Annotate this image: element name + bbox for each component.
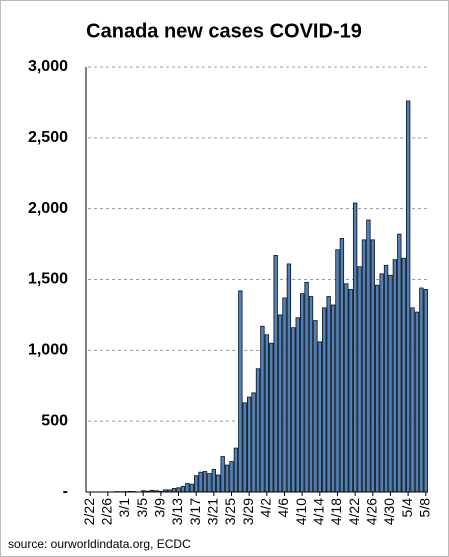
bar	[392, 259, 398, 493]
bar	[224, 464, 230, 493]
y-tick-label: -	[63, 483, 68, 500]
bar	[322, 307, 327, 493]
bar	[238, 290, 243, 493]
x-tick-label: 5/8	[416, 498, 432, 518]
bar	[282, 297, 287, 493]
x-tick-label: 3/13	[169, 498, 185, 525]
x-tick-label: 5/4	[399, 498, 415, 518]
bar	[348, 289, 353, 493]
bar	[273, 255, 278, 493]
bar	[375, 284, 380, 493]
bar	[339, 238, 345, 493]
bar	[202, 471, 208, 493]
bar	[361, 239, 367, 493]
bar	[401, 257, 406, 493]
bar	[176, 487, 181, 493]
bar	[216, 474, 221, 493]
x-tick-label: 3/9	[152, 498, 168, 518]
bar	[211, 468, 217, 493]
bar	[171, 488, 177, 493]
bar	[207, 473, 212, 493]
bar	[335, 249, 340, 493]
y-tick-label: 2,000	[28, 200, 68, 217]
bar	[269, 342, 274, 493]
bar	[313, 320, 318, 493]
x-tick-label: 4/22	[346, 498, 362, 525]
x-tick-label: 4/10	[293, 498, 309, 525]
bar	[414, 311, 420, 493]
bar	[229, 461, 234, 493]
bar	[405, 100, 411, 493]
bar	[220, 456, 225, 493]
bar	[330, 304, 336, 493]
x-tick-label: 3/21	[205, 498, 221, 525]
bar	[410, 307, 415, 493]
bar	[388, 274, 393, 493]
x-tick-label: 4/26	[364, 498, 380, 525]
x-tick-label: 3/5	[134, 498, 150, 518]
bar	[233, 447, 239, 493]
bar	[419, 287, 424, 493]
x-tick-label: 3/1	[116, 498, 132, 518]
y-tick-label: 2,500	[28, 129, 68, 146]
source-note: source: ourworldindata.org, ECDC	[8, 537, 191, 551]
y-tick-label: 500	[41, 412, 68, 429]
x-tick-label: 3/29	[240, 498, 256, 525]
bar	[189, 483, 194, 493]
bar	[291, 327, 296, 493]
bar	[185, 483, 190, 493]
bar	[383, 264, 389, 493]
bar	[423, 289, 428, 493]
x-tick-label: 2/22	[81, 498, 97, 525]
bar	[198, 471, 203, 493]
x-tick-label: 4/2	[258, 498, 274, 518]
bar	[264, 334, 269, 493]
bar	[242, 402, 247, 493]
bar	[180, 485, 186, 493]
bar	[247, 396, 252, 493]
bar	[317, 341, 322, 493]
bar	[308, 296, 314, 493]
bar	[357, 266, 362, 493]
x-tick-label: 4/18	[328, 498, 344, 525]
bar	[344, 283, 349, 493]
bar	[397, 233, 402, 493]
y-tick-label: 1,000	[28, 342, 68, 359]
x-tick-label: 4/14	[311, 498, 327, 525]
bar	[370, 239, 375, 493]
bar	[295, 317, 300, 493]
x-tick-label: 4/30	[381, 498, 397, 525]
bar	[260, 325, 265, 493]
bar	[299, 293, 305, 493]
chart-title: Canada new cases COVID-19	[86, 20, 362, 42]
bar	[286, 263, 292, 493]
bar	[326, 296, 331, 493]
x-tick-label: 3/17	[187, 498, 203, 525]
bar	[352, 202, 358, 493]
y-tick-label: 1,500	[28, 271, 68, 288]
x-tick-label: 3/25	[222, 498, 238, 525]
y-tick-label: 3,000	[28, 58, 68, 75]
bar	[194, 475, 199, 493]
bar	[304, 281, 309, 493]
bar	[366, 219, 371, 493]
bar	[251, 392, 256, 493]
x-tick-label: 4/6	[275, 498, 291, 518]
bar	[255, 368, 261, 493]
bar	[277, 314, 283, 493]
x-tick-label: 2/26	[99, 498, 115, 525]
bar	[379, 273, 384, 493]
